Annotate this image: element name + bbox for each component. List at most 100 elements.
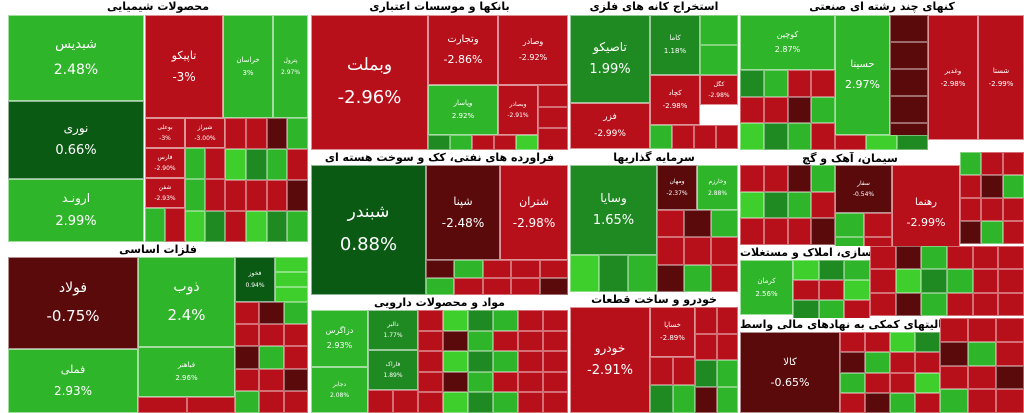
minor-stock-tile[interactable] (539, 260, 568, 278)
minor-stock-tile[interactable] (539, 277, 568, 295)
stock-tile[interactable]: شیراز -3.00% (185, 118, 225, 148)
minor-stock-tile[interactable] (266, 180, 288, 211)
minor-stock-tile[interactable] (266, 118, 288, 149)
minor-stock-tile[interactable] (695, 307, 717, 334)
minor-stock-tile[interactable] (763, 96, 788, 124)
minor-stock-tile[interactable] (915, 392, 940, 413)
minor-stock-tile[interactable] (787, 165, 812, 192)
minor-stock-tile[interactable] (185, 148, 205, 180)
minor-stock-tile[interactable] (454, 260, 483, 278)
minor-stock-tile[interactable] (890, 69, 928, 96)
minor-stock-tile[interactable] (145, 208, 165, 242)
minor-stock-tile[interactable] (787, 70, 812, 97)
stock-tile[interactable]: دالبر 1.77% (368, 310, 418, 350)
minor-stock-tile[interactable] (811, 96, 835, 124)
minor-stock-tile[interactable] (695, 386, 717, 413)
stock-tile[interactable]: فارس -2.90% (145, 148, 185, 178)
minor-stock-tile[interactable] (835, 135, 866, 150)
minor-stock-tile[interactable] (443, 310, 468, 331)
stock-tile[interactable]: وپاسار 2.92% (428, 85, 498, 135)
minor-stock-tile[interactable] (518, 392, 543, 413)
minor-stock-tile[interactable] (283, 346, 308, 369)
stock-tile[interactable]: فاراک 1.89% (368, 350, 418, 390)
minor-stock-tile[interactable] (694, 125, 716, 149)
minor-stock-tile[interactable] (921, 269, 947, 293)
minor-stock-tile[interactable] (443, 330, 468, 352)
minor-stock-tile[interactable] (511, 260, 540, 278)
minor-stock-tile[interactable] (259, 368, 284, 391)
minor-stock-tile[interactable] (245, 149, 267, 180)
minor-stock-tile[interactable] (695, 333, 717, 360)
minor-stock-tile[interactable] (418, 371, 443, 393)
minor-stock-tile[interactable] (711, 237, 738, 265)
stock-tile[interactable]: شفن -2.93% (145, 178, 185, 208)
minor-stock-tile[interactable] (811, 70, 835, 97)
minor-stock-tile[interactable] (599, 255, 628, 292)
minor-stock-tile[interactable] (866, 135, 897, 150)
minor-stock-tile[interactable] (672, 357, 695, 385)
minor-stock-tile[interactable] (787, 191, 812, 219)
minor-stock-tile[interactable] (511, 277, 540, 295)
minor-stock-tile[interactable] (996, 341, 1024, 366)
minor-stock-tile[interactable] (259, 390, 284, 413)
minor-stock-tile[interactable] (818, 260, 845, 280)
minor-stock-tile[interactable] (996, 318, 1024, 342)
minor-stock-tile[interactable] (840, 392, 865, 413)
minor-stock-tile[interactable] (283, 302, 308, 325)
minor-stock-tile[interactable] (426, 277, 455, 295)
minor-stock-tile[interactable] (897, 135, 928, 150)
minor-stock-tile[interactable] (793, 260, 819, 280)
minor-stock-tile[interactable] (259, 324, 284, 347)
minor-stock-tile[interactable] (915, 372, 940, 393)
minor-stock-tile[interactable] (283, 390, 308, 413)
minor-stock-tile[interactable] (996, 389, 1024, 413)
stock-tile[interactable]: فزر -2.99% (570, 103, 650, 149)
minor-stock-tile[interactable] (890, 332, 915, 353)
minor-stock-tile[interactable] (811, 123, 835, 150)
minor-stock-tile[interactable] (700, 15, 738, 45)
minor-stock-tile[interactable] (543, 351, 568, 372)
minor-stock-tile[interactable] (960, 152, 982, 175)
minor-stock-tile[interactable] (716, 360, 738, 387)
minor-stock-tile[interactable] (940, 389, 968, 413)
minor-stock-tile[interactable] (740, 218, 764, 245)
minor-stock-tile[interactable] (443, 371, 468, 393)
minor-stock-tile[interactable] (657, 264, 684, 292)
minor-stock-tile[interactable] (205, 148, 225, 180)
minor-stock-tile[interactable] (895, 246, 922, 270)
minor-stock-tile[interactable] (787, 123, 812, 150)
minor-stock-tile[interactable] (998, 292, 1024, 316)
minor-stock-tile[interactable] (968, 318, 996, 342)
minor-stock-tile[interactable] (493, 330, 518, 352)
minor-stock-tile[interactable] (863, 213, 892, 237)
stock-tile[interactable]: وتجارت -2.86% (428, 15, 498, 85)
minor-stock-tile[interactable] (235, 324, 260, 347)
minor-stock-tile[interactable] (672, 385, 695, 413)
minor-stock-tile[interactable] (711, 264, 738, 292)
minor-stock-tile[interactable] (998, 269, 1024, 293)
minor-stock-tile[interactable] (443, 351, 468, 372)
stock-tile[interactable]: وبصادر -2.91% (498, 85, 538, 135)
minor-stock-tile[interactable] (793, 280, 819, 300)
minor-stock-tile[interactable] (493, 371, 518, 393)
stock-tile[interactable]: وسایا 1.65% (570, 165, 657, 255)
minor-stock-tile[interactable] (865, 392, 890, 413)
minor-stock-tile[interactable] (493, 392, 518, 413)
minor-stock-tile[interactable] (947, 292, 973, 316)
minor-stock-tile[interactable] (921, 292, 947, 316)
minor-stock-tile[interactable] (895, 292, 922, 316)
minor-stock-tile[interactable] (235, 390, 260, 413)
minor-stock-tile[interactable] (450, 135, 472, 150)
minor-stock-tile[interactable] (185, 210, 205, 242)
minor-stock-tile[interactable] (657, 210, 684, 238)
stock-tile[interactable]: وبملت -2.96% (311, 15, 428, 150)
minor-stock-tile[interactable] (811, 165, 835, 192)
stock-tile[interactable]: ارونـد 2.99% (8, 179, 144, 242)
minor-stock-tile[interactable] (711, 210, 738, 238)
minor-stock-tile[interactable] (443, 392, 468, 413)
minor-stock-tile[interactable] (185, 179, 205, 211)
minor-stock-tile[interactable] (972, 246, 999, 270)
minor-stock-tile[interactable] (368, 390, 393, 413)
stock-tile[interactable]: وغدیر -2.98% (928, 15, 978, 140)
stock-tile[interactable]: سفار -0.54% (835, 165, 892, 213)
